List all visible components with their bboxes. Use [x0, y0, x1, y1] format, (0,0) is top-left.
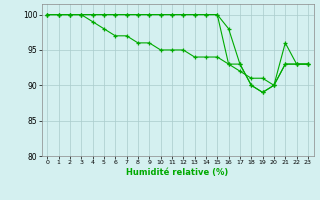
- X-axis label: Humidité relative (%): Humidité relative (%): [126, 168, 229, 177]
